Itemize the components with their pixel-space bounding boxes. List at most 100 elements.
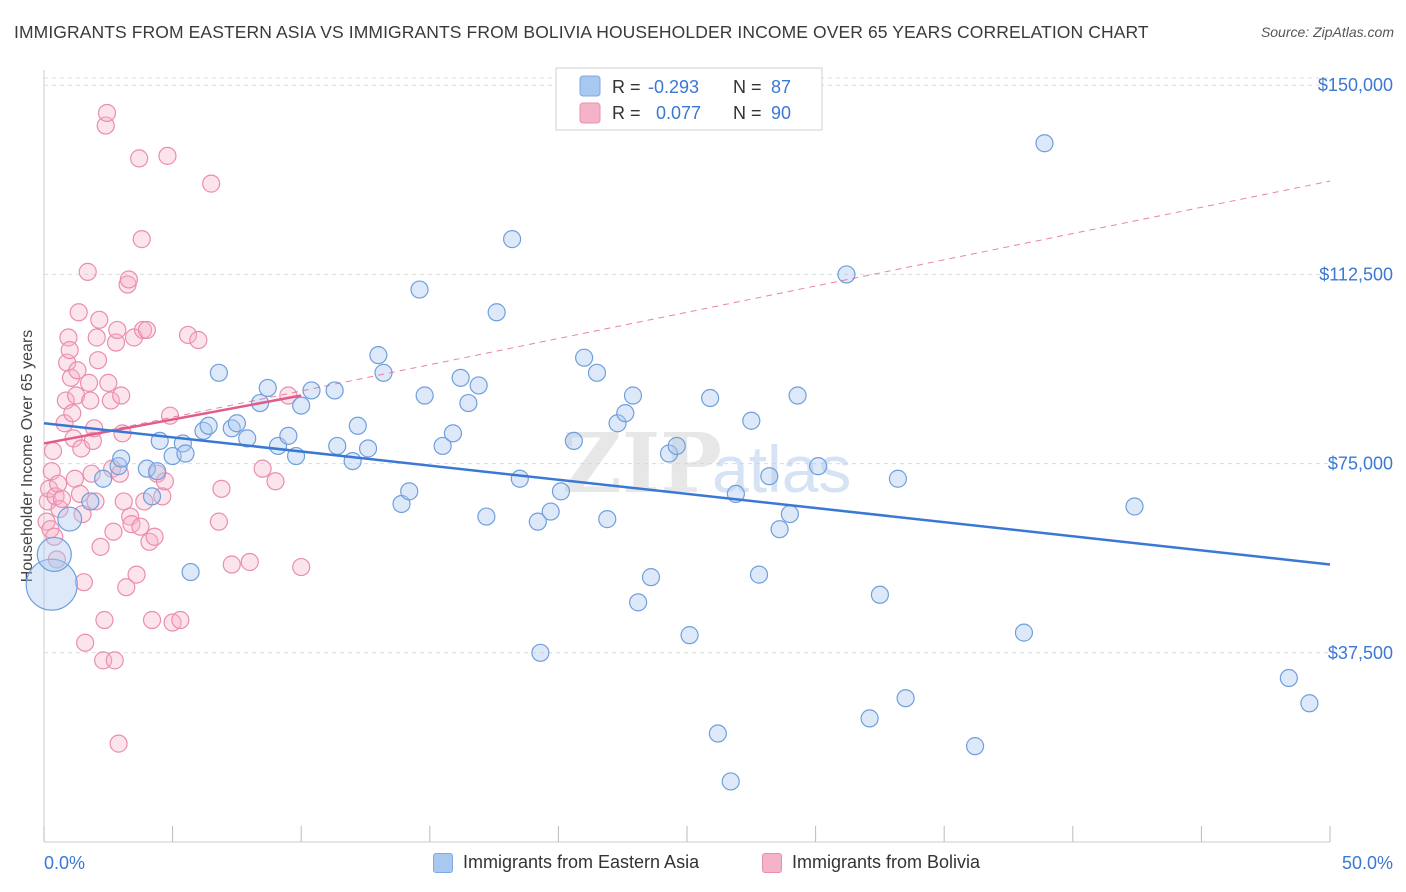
- trend-line-bolivia-extended: [43, 180, 1331, 444]
- data-point-eastern-asia: [57, 506, 83, 532]
- data-point-eastern-asia: [81, 492, 100, 511]
- trend-line-bolivia: [43, 394, 302, 445]
- data-point-eastern-asia: [587, 363, 607, 382]
- y-tick-label: $75,000: [1328, 454, 1393, 474]
- data-point-bolivia: [119, 270, 138, 289]
- legend-r-label-pink: R =: [612, 103, 641, 123]
- data-point-bolivia: [178, 325, 198, 345]
- data-point-bolivia: [153, 487, 172, 506]
- bottom-legend-swatch-pink: [762, 852, 782, 873]
- data-point-eastern-asia: [564, 431, 583, 451]
- x-tick-label: 0.0%: [44, 853, 85, 873]
- data-point-eastern-asia: [279, 426, 298, 445]
- bottom-legend-label-eastern-asia: Immigrants from Eastern Asia: [463, 852, 700, 872]
- bottom-legend-swatch-blue: [433, 852, 453, 873]
- data-point-bolivia: [132, 230, 151, 249]
- data-point-bolivia: [43, 441, 63, 461]
- source-label: Source: ZipAtlas.com: [1260, 24, 1394, 40]
- data-point-eastern-asia: [503, 230, 522, 249]
- data-point-eastern-asia: [541, 502, 560, 521]
- legend-n-label-blue: N =: [733, 77, 762, 97]
- data-point-eastern-asia: [1300, 694, 1319, 713]
- data-point-eastern-asia: [328, 436, 347, 456]
- legend-n-value-blue: 87: [771, 77, 791, 97]
- data-point-bolivia: [69, 303, 88, 322]
- watermark: ZIP atlas: [562, 416, 851, 512]
- data-point-eastern-asia: [659, 444, 679, 463]
- axes: [43, 70, 1331, 843]
- data-point-eastern-asia: [199, 416, 218, 435]
- bottom-legend-label-bolivia: Immigrants from Bolivia: [792, 852, 981, 872]
- data-point-bolivia: [81, 391, 100, 410]
- y-tick-label: $37,500: [1328, 643, 1393, 663]
- tick-labels: $37,500 $75,000 $112,500 $150,000 0.0% 50.0%: [44, 75, 1393, 873]
- x-tick-label: 50.0%: [1342, 853, 1393, 873]
- data-point-eastern-asia: [809, 457, 828, 476]
- data-point-eastern-asia: [358, 439, 378, 458]
- legend: R = -0.293 N = 87 R = 0.077 N = 90: [555, 67, 823, 131]
- legend-r-label-blue: R =: [612, 77, 641, 97]
- data-point-eastern-asia: [770, 520, 789, 539]
- bottom-legend-item-eastern-asia: Immigrants from Eastern Asia: [433, 852, 699, 873]
- data-point-eastern-asia: [443, 424, 463, 443]
- data-point-bolivia: [88, 351, 108, 370]
- data-point-eastern-asia: [400, 482, 419, 501]
- data-point-eastern-asia: [1125, 497, 1144, 516]
- data-point-eastern-asia: [142, 487, 162, 506]
- data-point-bolivia: [140, 532, 159, 551]
- data-point-bolivia: [65, 469, 84, 488]
- data-point-bolivia: [292, 557, 311, 577]
- data-point-bolivia: [78, 262, 97, 281]
- data-point-bolivia: [95, 610, 114, 630]
- data-point-eastern-asia: [510, 469, 529, 488]
- data-point-eastern-asia: [181, 562, 200, 582]
- data-point-bolivia: [61, 368, 81, 387]
- data-point-bolivia: [82, 464, 101, 483]
- legend-r-value-blue: -0.293: [648, 77, 699, 97]
- data-point-bolivia: [87, 328, 106, 347]
- data-point-eastern-asia: [623, 386, 643, 405]
- data-point-eastern-asia: [667, 436, 686, 456]
- data-point-bolivia: [127, 565, 146, 584]
- data-point-bolivia: [131, 517, 150, 536]
- data-point-bolivia: [108, 320, 127, 340]
- data-point-bolivia: [68, 361, 87, 380]
- data-point-bolivia: [60, 340, 79, 360]
- data-point-bolivia: [130, 149, 149, 168]
- data-point-eastern-asia: [238, 429, 257, 448]
- data-point-eastern-asia: [1014, 623, 1034, 642]
- data-point-eastern-asia: [176, 444, 195, 463]
- bottom-legend-item-bolivia: Immigrants from Bolivia: [762, 852, 980, 873]
- data-point-bolivia: [202, 174, 221, 193]
- bottom-legend: Immigrants from Eastern Asia Immigrants …: [0, 852, 1406, 878]
- data-point-eastern-asia: [896, 689, 915, 708]
- data-point-eastern-asia: [598, 510, 617, 529]
- data-point-eastern-asia: [343, 451, 362, 471]
- data-point-bolivia: [158, 146, 177, 165]
- data-point-bolivia: [101, 391, 120, 410]
- data-point-bolivia: [63, 404, 82, 423]
- data-point-eastern-asia: [888, 469, 908, 488]
- data-point-eastern-asia: [36, 536, 72, 573]
- watermark-zip: ZIP: [562, 416, 722, 512]
- data-point-bolivia: [222, 555, 241, 574]
- data-point-eastern-asia: [701, 388, 720, 408]
- data-point-eastern-asia: [608, 414, 627, 433]
- data-point-eastern-asia: [575, 348, 594, 367]
- data-point-bolivia: [104, 522, 123, 541]
- data-point-bolivia: [240, 552, 259, 572]
- data-point-bolivia: [76, 633, 95, 652]
- chart-title: IMMIGRANTS FROM EASTERN ASIA VS IMMIGRAN…: [14, 22, 1149, 42]
- data-point-eastern-asia: [194, 421, 213, 440]
- trend-lines: [43, 180, 1331, 566]
- data-point-eastern-asia: [528, 512, 547, 531]
- data-point-bolivia: [212, 479, 231, 498]
- data-point-bolivia: [90, 310, 109, 329]
- data-point-eastern-asia: [325, 381, 344, 400]
- data-point-eastern-asia: [721, 772, 740, 791]
- y-tick-label: $150,000: [1318, 75, 1393, 95]
- data-point-bolivia: [91, 537, 110, 556]
- data-point-bolivia: [49, 474, 68, 493]
- data-point-eastern-asia: [433, 436, 452, 456]
